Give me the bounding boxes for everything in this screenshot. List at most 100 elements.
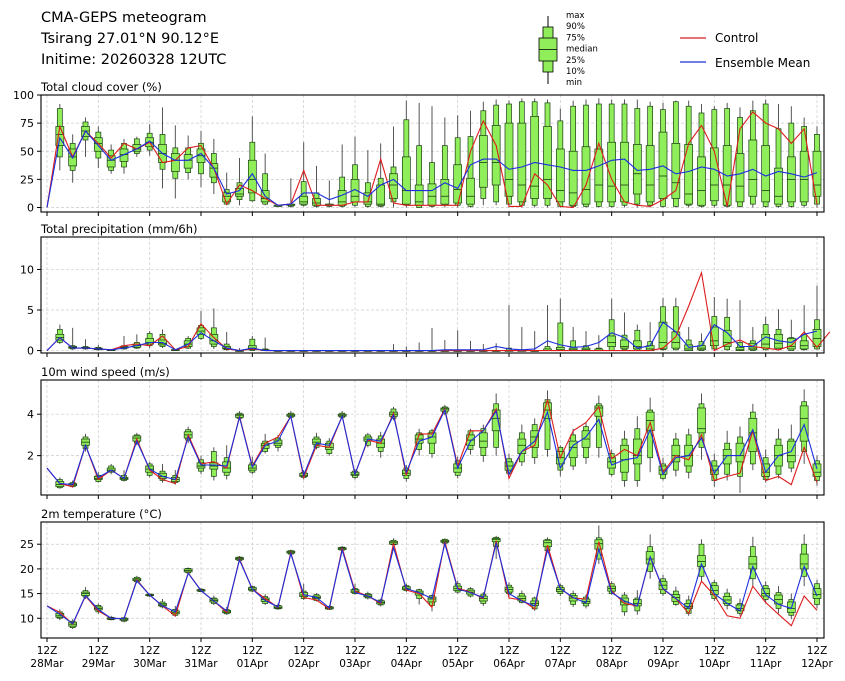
x-tick-hour: 12Z xyxy=(447,645,468,657)
ensemble-box xyxy=(748,403,758,471)
box-10-90 xyxy=(249,338,256,351)
box-25-75 xyxy=(748,556,758,570)
box-25-75 xyxy=(453,164,463,204)
x-tick-date: 10Apr xyxy=(699,658,731,670)
box-legend-label: 75% xyxy=(566,33,585,43)
box-25-75 xyxy=(799,553,809,570)
ensemble-box xyxy=(799,534,809,587)
x-tick-date: 07Apr xyxy=(545,658,577,670)
ensemble-box xyxy=(260,337,270,351)
ensemble-box xyxy=(504,100,514,208)
ensemble-box xyxy=(697,393,706,460)
chart-title: CMA-GEPS meteogram xyxy=(41,10,207,26)
ensemble-box xyxy=(324,180,334,208)
box-legend-label: min xyxy=(566,78,582,88)
ensemble-box xyxy=(414,102,424,208)
ensemble-box xyxy=(786,424,796,473)
box-25-75 xyxy=(620,141,629,203)
box-10-90 xyxy=(595,403,602,448)
ensemble-box xyxy=(273,434,283,452)
box-25-75 xyxy=(337,190,347,206)
box-25-75 xyxy=(517,122,527,203)
ensemble-box xyxy=(748,100,758,208)
box-25-75 xyxy=(632,438,642,465)
ensemble-box xyxy=(543,305,552,351)
ensemble-mean-line xyxy=(46,408,818,486)
x-tick-hour: 12Z xyxy=(345,645,366,657)
x-tick-date: 30Mar xyxy=(133,658,167,670)
ensemble-box xyxy=(209,138,219,194)
ensemble-box xyxy=(761,581,771,604)
panel-4: 2m temperature (°C)1015202512Z28Mar12Z29… xyxy=(20,507,833,670)
box-10-90 xyxy=(672,306,679,351)
axes-frame xyxy=(40,379,825,496)
x-tick-hour: 12Z xyxy=(191,645,212,657)
box-25-75 xyxy=(607,335,617,347)
ensemble-box xyxy=(543,99,552,208)
box-25-75 xyxy=(401,156,411,205)
ensemble-box xyxy=(594,395,604,458)
ensemble-box xyxy=(774,586,783,614)
ensemble-box xyxy=(581,331,591,351)
box-legend-label: 25% xyxy=(566,56,585,66)
ensemble-box xyxy=(453,330,463,352)
ensemble-box xyxy=(671,297,681,351)
box-25-75 xyxy=(478,135,488,188)
y-tick-label: 0 xyxy=(27,345,34,358)
ensemble-box xyxy=(722,298,732,351)
x-tick-date: 03Apr xyxy=(339,658,371,670)
box-25-75 xyxy=(581,146,591,205)
y-tick-label: 25 xyxy=(20,173,34,186)
ensemble-box xyxy=(581,422,591,464)
ensemble-box xyxy=(440,117,450,208)
y-tick-label: 100 xyxy=(13,89,34,102)
ensemble-box xyxy=(799,305,809,351)
ensemble-box xyxy=(260,153,270,206)
ensemble-box xyxy=(697,539,706,582)
x-tick-hour: 12Z xyxy=(550,645,571,657)
box-25-75 xyxy=(748,417,758,452)
ensemble-box xyxy=(517,327,527,352)
ensemble-box xyxy=(158,107,167,189)
ensemble-box xyxy=(363,150,373,208)
x-tick-date: 31Mar xyxy=(184,658,218,670)
ensemble-box xyxy=(607,298,617,351)
ensemble-box xyxy=(761,449,771,483)
ensemble-box xyxy=(812,285,822,350)
ensemble-box xyxy=(453,115,463,208)
legend-control-label: Control xyxy=(715,31,758,45)
ensemble-box xyxy=(774,309,783,351)
y-tick-label: 75 xyxy=(20,117,34,130)
ensemble-box xyxy=(632,99,642,208)
ensemble-box xyxy=(337,144,347,208)
box-10-90 xyxy=(262,173,269,205)
x-tick-date: 29Mar xyxy=(82,658,116,670)
x-tick-hour: 12Z xyxy=(704,645,725,657)
panel-title: 2m temperature (°C) xyxy=(41,507,162,521)
x-tick-hour: 12Z xyxy=(755,645,776,657)
box-25-75 xyxy=(774,167,783,205)
ensemble-box xyxy=(93,344,103,351)
control-line xyxy=(46,540,818,627)
box-25-75 xyxy=(620,339,629,349)
box-25-75 xyxy=(786,338,796,350)
box-25-75 xyxy=(761,588,771,597)
ensemble-box xyxy=(81,433,90,452)
x-tick-date: 05Apr xyxy=(442,658,474,670)
box-legend-label: 90% xyxy=(566,22,585,32)
box-25-75 xyxy=(132,144,142,152)
ensemble-box xyxy=(632,324,642,351)
y-tick-label: 20 xyxy=(20,563,34,576)
x-tick-hour: 12Z xyxy=(37,645,58,657)
ensemble-box xyxy=(748,536,758,587)
box-25-75 xyxy=(632,144,642,195)
axes-frame xyxy=(40,236,825,354)
box-25-75 xyxy=(735,346,745,351)
box-25-75 xyxy=(170,153,180,172)
box-25-75 xyxy=(466,177,475,205)
box-10-90 xyxy=(416,145,423,208)
box-25-75 xyxy=(697,407,706,434)
y-tick-label: 2 xyxy=(27,450,34,463)
ensemble-mean-line xyxy=(46,130,818,208)
